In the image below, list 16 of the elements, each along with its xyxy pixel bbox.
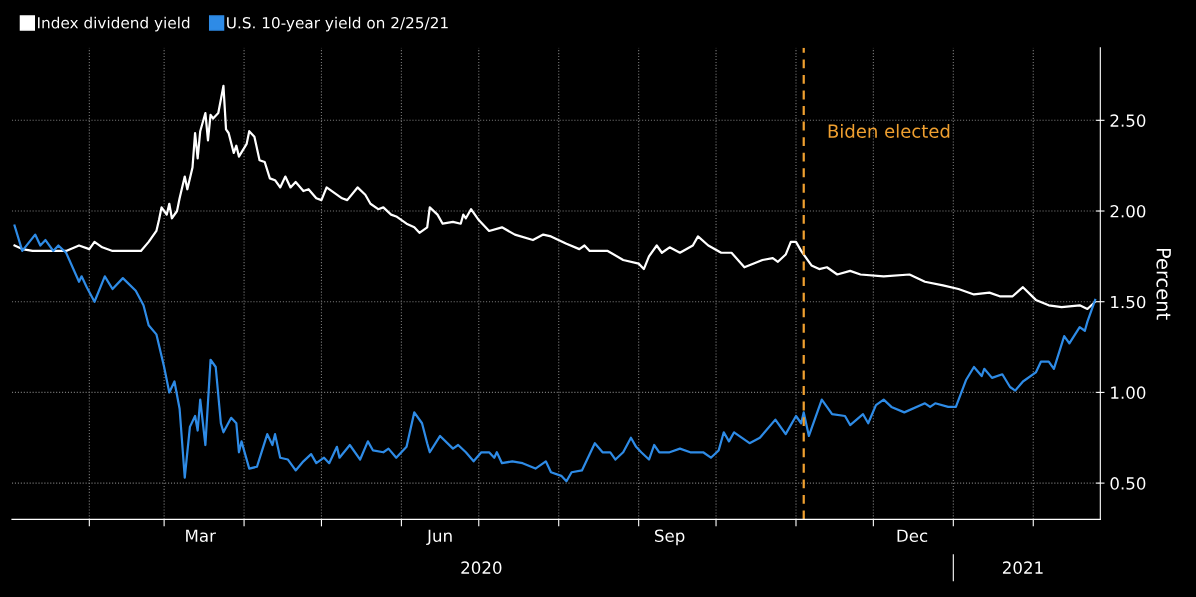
y-tick-label: 1.00 [1111,386,1146,399]
y-tick-label: 0.50 [1110,477,1146,490]
y-tick-label: 2.50 [1110,114,1146,127]
y-tick-label: 1.50 [1111,295,1146,309]
x-tick-label: Dec [897,529,928,543]
x2-tick-label: 2021 [1002,561,1043,574]
y-tick-label: 2.00 [1110,204,1146,218]
x-tick-label: Mar [186,529,216,543]
legend-label: U.S. 10-year yield on 2/25/21 [227,16,448,32]
ref-line-label: Biden elected [828,123,950,138]
x-tick-label: Sep [655,529,685,546]
y-axis-title: Percent [1156,248,1171,320]
line-series [13,224,1097,483]
x-tick-label: Jun [426,529,452,546]
x2-tick-label: 2020 [461,561,502,574]
legend-label: Index dividend yield [38,16,190,32]
